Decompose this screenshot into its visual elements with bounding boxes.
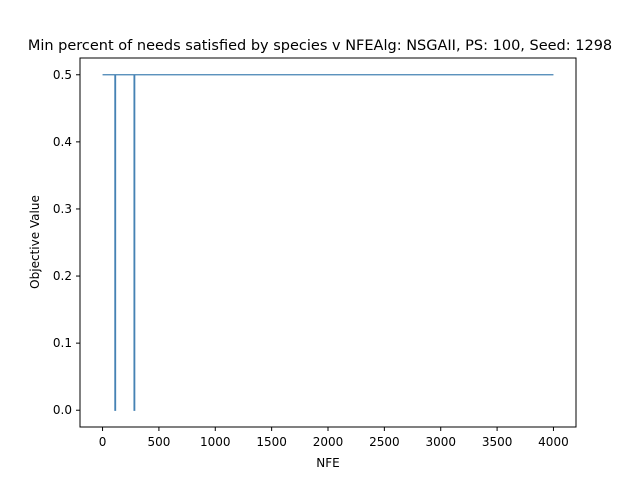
y-tick-label: 0.0 — [53, 403, 72, 417]
x-tick-label: 1000 — [200, 435, 231, 449]
y-axis-label: Objective Value — [28, 195, 42, 289]
x-tick-label: 1500 — [256, 435, 287, 449]
y-tick-label: 0.4 — [53, 135, 72, 149]
x-tick-label: 2500 — [369, 435, 400, 449]
x-tick-label: 2000 — [313, 435, 344, 449]
y-tick-label: 0.3 — [53, 202, 72, 216]
x-tick-label: 4000 — [538, 435, 569, 449]
x-axis-label: NFE — [316, 456, 339, 470]
y-tick-label: 0.5 — [53, 68, 72, 82]
x-tick-label: 500 — [147, 435, 170, 449]
x-tick-label: 3500 — [482, 435, 513, 449]
y-tick-label: 0.1 — [53, 336, 72, 350]
series-line-0 — [102, 74, 554, 411]
y-tick-label: 0.2 — [53, 269, 72, 283]
x-tick-label: 3000 — [425, 435, 456, 449]
chart-title: Min percent of needs satisfied by specie… — [28, 38, 612, 54]
x-tick-label: 0 — [99, 435, 107, 449]
